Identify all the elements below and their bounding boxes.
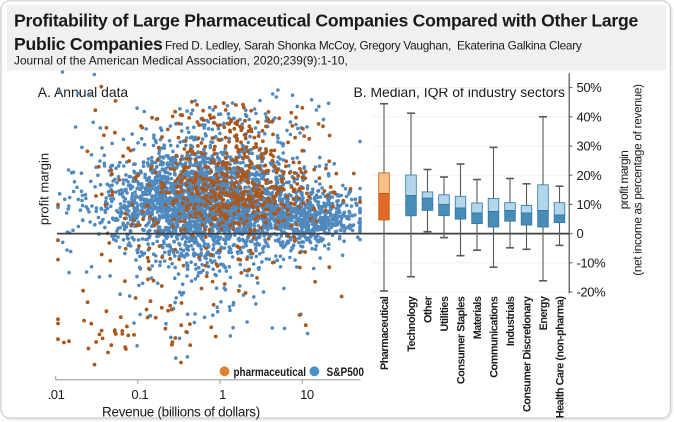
svg-text:Pharmaceutical: Pharmaceutical: [379, 296, 391, 370]
svg-text:Technology: Technology: [406, 296, 418, 352]
svg-text:-10%: -10%: [577, 255, 607, 270]
svg-text:10: 10: [300, 387, 314, 402]
svg-text:Materials: Materials: [472, 296, 484, 339]
svg-text:50%: 50%: [577, 80, 603, 95]
svg-text:(net income as percentage of r: (net income as percentage of revenue): [632, 84, 645, 276]
svg-text:Communications: Communications: [489, 296, 501, 378]
svg-text:B. Median, IQR of industry sec: B. Median, IQR of industry sectors: [353, 84, 565, 100]
svg-text:Consumer Discretionary: Consumer Discretionary: [522, 296, 534, 412]
svg-text:Consumer Staples: Consumer Staples: [456, 296, 468, 384]
svg-text:S&P500: S&P500: [327, 365, 365, 379]
svg-text:profit margin: profit margin: [37, 153, 52, 225]
svg-text:Health Care (non-pharma): Health Care (non-pharma): [555, 296, 567, 419]
svg-text:1: 1: [219, 387, 226, 402]
svg-text:40%: 40%: [577, 109, 603, 124]
svg-text:Energy: Energy: [538, 296, 550, 330]
svg-text:Industrials: Industrials: [505, 296, 517, 346]
svg-text:Journal of the American Medica: Journal of the American Medical Associat…: [14, 54, 348, 68]
svg-text:0.1: 0.1: [131, 387, 148, 402]
svg-text:A. Annual data: A. Annual data: [38, 84, 129, 100]
svg-text:20%: 20%: [577, 168, 603, 183]
svg-text:Other: Other: [423, 295, 435, 323]
svg-text:30%: 30%: [577, 139, 603, 154]
svg-text:Utilities: Utilities: [439, 296, 451, 331]
svg-text:Public Companies: Public Companies: [14, 34, 163, 54]
svg-text:10%: 10%: [577, 197, 603, 212]
svg-text:-20%: -20%: [577, 285, 607, 300]
svg-text:Fred D. Ledley, Sarah Shonka M: Fred D. Ledley, Sarah Shonka McCoy, Greg…: [165, 39, 582, 53]
svg-text:.01: .01: [48, 387, 65, 402]
svg-text:profit margin: profit margin: [618, 151, 631, 209]
svg-text:0: 0: [577, 226, 584, 241]
svg-text:pharmaceutical: pharmaceutical: [234, 365, 307, 379]
svg-text:Revenue (billions of dollars): Revenue (billions of dollars): [102, 404, 260, 419]
svg-text:Profitability of Large Pharmac: Profitability of Large Pharmaceutical Co…: [14, 11, 639, 31]
